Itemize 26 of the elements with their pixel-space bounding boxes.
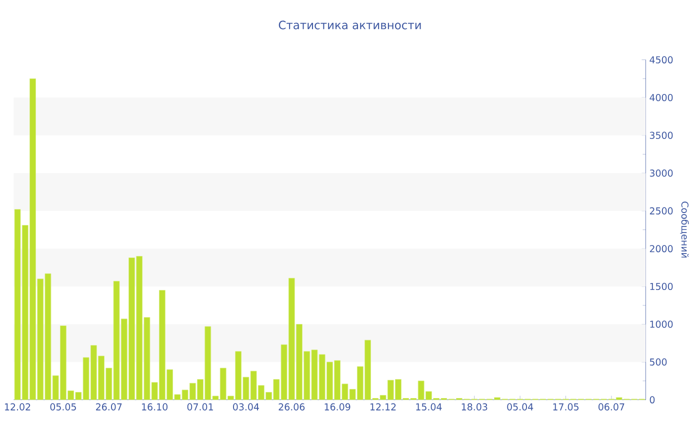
x-tick-label: 16.10 <box>142 403 168 410</box>
x-tick-label: 06.07 <box>598 403 624 410</box>
x-tick-label: 26.07 <box>96 403 122 410</box>
x-tick-label: 15.04 <box>416 403 442 410</box>
y-tick-label: 500 <box>650 358 667 366</box>
chart-title: Статистика активности <box>278 20 421 30</box>
y-tick-label: 1000 <box>650 320 673 328</box>
y-tick-label: 3500 <box>650 132 673 139</box>
x-tick-label: 16.09 <box>324 403 350 410</box>
x-tick-label: 07.01 <box>187 403 213 410</box>
y-tick-label: 2000 <box>650 245 673 252</box>
y-tick-label: 1500 <box>650 282 673 290</box>
x-tick-label: 05.04 <box>507 403 534 410</box>
y-tick-label: 4500 <box>650 56 673 64</box>
y-tick-label: 3000 <box>650 170 673 177</box>
y-tick-label: 2500 <box>650 207 673 214</box>
x-tick-label: 17.05 <box>553 403 578 410</box>
x-tick-label: 18.03 <box>462 403 488 410</box>
y-axis-title: Сообщений <box>680 202 689 258</box>
x-tick-label: 12.02 <box>5 403 30 410</box>
x-tick-label: 03.04 <box>233 403 259 410</box>
x-tick-label: 12.12 <box>370 403 396 410</box>
y-tick-label: 4000 <box>650 94 673 102</box>
x-tick-label: 05.05 <box>50 403 76 410</box>
x-tick-label: 26.06 <box>278 403 305 410</box>
y-tick-label: 0 <box>650 396 655 404</box>
